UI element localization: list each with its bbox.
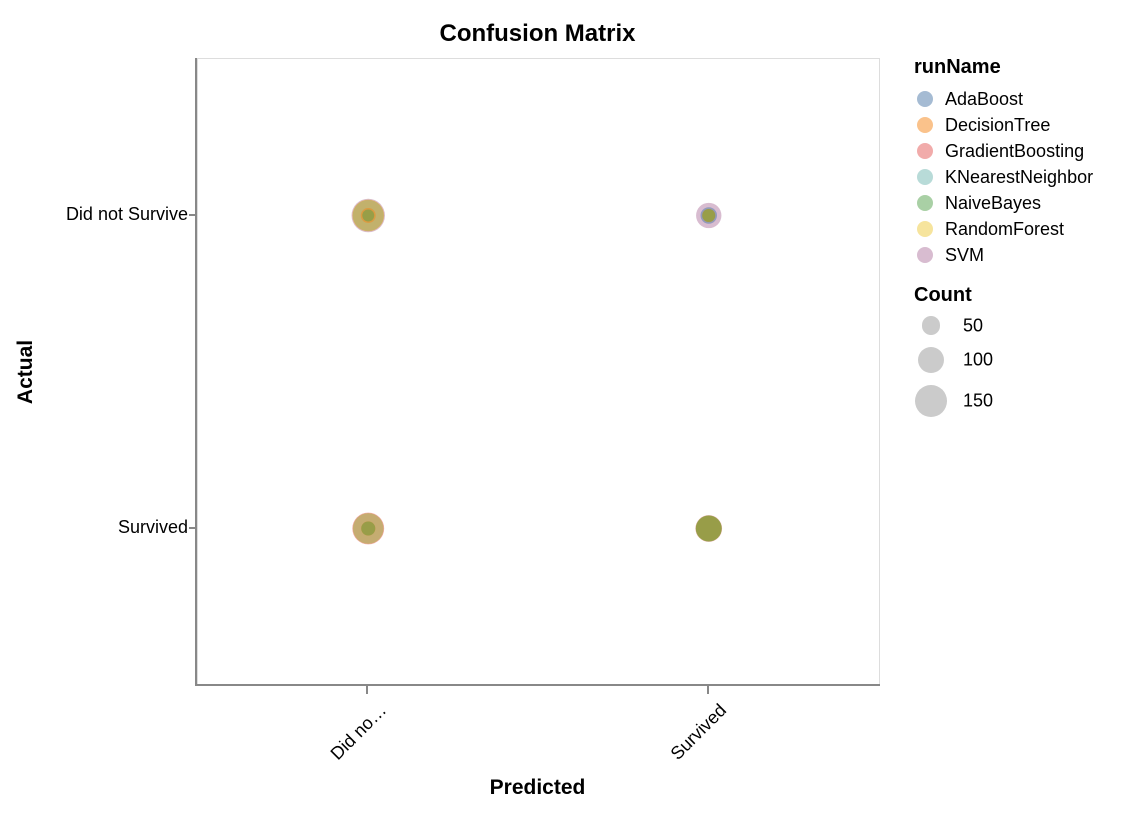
legend-entry-gradientboosting: GradientBoosting (908, 138, 1134, 164)
legend-swatch-icon (917, 221, 933, 237)
legend-entry-randomforest: RandomForest (908, 216, 1134, 242)
color-legend: AdaBoost DecisionTree GradientBoosting KNea… (908, 86, 1134, 268)
bubble-naivebayes (362, 209, 375, 222)
size-legend-label: 100 (963, 349, 994, 370)
size-legend-entry-100: 100 (908, 343, 1134, 376)
legend-entry-naivebayes: NaiveBayes (908, 190, 1134, 216)
size-legend-label: 50 (963, 315, 984, 336)
legend-entry-label: GradientBoosting (945, 140, 1085, 161)
size-legend-entry-150: 150 (908, 381, 1134, 420)
y-tick-mark (189, 213, 196, 216)
legend-entry-label: KNearestNeighbor (945, 166, 1094, 187)
y-axis-domain-line (195, 58, 197, 686)
size-legend-entry-50: 50 (908, 313, 1134, 338)
legend-swatch-icon (917, 169, 933, 185)
bubble-naivebayes (361, 521, 376, 536)
legend-entry-decisiontree: DecisionTree (908, 112, 1134, 138)
size-legend-circle-icon (917, 346, 944, 373)
size-legend-title: Count (914, 284, 972, 306)
legend-entry-label: AdaBoost (945, 88, 1024, 109)
size-legend-circle-icon (921, 316, 941, 335)
x-axis-title: Predicted (489, 776, 586, 799)
y-tick-label-survived: Survived (117, 517, 188, 537)
x-tick-label-survived: Survived (666, 700, 731, 764)
legend-swatch-icon (917, 195, 933, 211)
y-axis-title: Actual (14, 339, 37, 405)
y-tick-label-did-not-survive: Did not Survive (65, 204, 188, 224)
legend-swatch-icon (917, 247, 933, 263)
legend-entry-label: NaiveBayes (945, 192, 1042, 213)
legend-entry-knearestneighbor: KNearestNeighbor (908, 164, 1134, 190)
bubble-naivebayes (702, 209, 716, 222)
legend-swatch-icon (917, 143, 933, 159)
legend: runName AdaBoost DecisionTree GradientBoos… (908, 54, 1134, 425)
legend-entry-label: DecisionTree (945, 114, 1051, 135)
x-tick-label-did-not-survive: Did no… (326, 700, 391, 764)
bubble-naivebayes (695, 515, 722, 542)
legend-entry-label: SVM (945, 244, 985, 265)
size-legend-circle-icon (915, 384, 947, 417)
x-tick-mark (366, 686, 369, 694)
legend-swatch-icon (917, 117, 933, 133)
x-tick-mark (706, 686, 709, 694)
chart-title: Confusion Matrix (439, 20, 636, 47)
x-axis-domain-line (195, 684, 880, 686)
size-legend-label: 150 (963, 390, 994, 411)
y-tick-mark (189, 526, 196, 529)
size-legend: 50 100 150 (908, 313, 1134, 420)
bubble-layer (351, 198, 723, 545)
legend-entry-label: RandomForest (945, 218, 1065, 239)
legend-entry-svm: SVM (908, 242, 1134, 268)
plot-area (197, 58, 880, 686)
legend-swatch-icon (917, 91, 933, 107)
color-legend-title: runName (914, 56, 1001, 78)
legend-entry-adaboost: AdaBoost (908, 86, 1134, 112)
